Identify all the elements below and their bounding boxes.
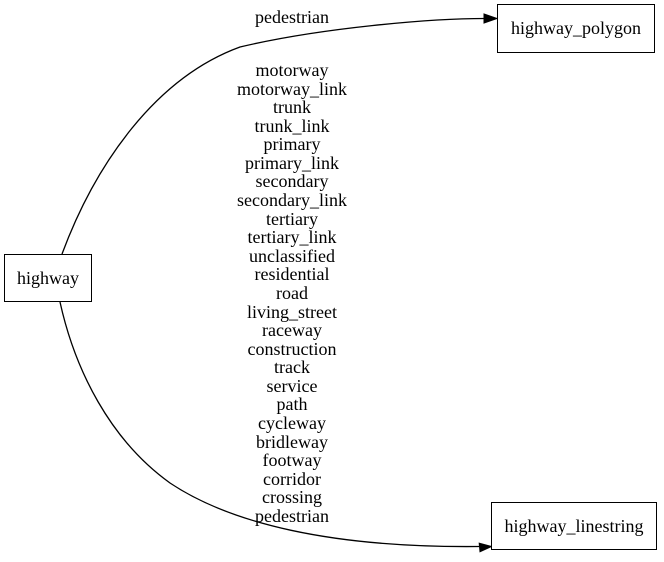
node-highway-linestring-label: highway_linestring	[504, 515, 644, 536]
arrowhead-polygon-edge-icon	[483, 13, 499, 24]
edge-label-highway-types: motorway motorway_link trunk trunk_link …	[237, 60, 347, 526]
node-highway: highway	[4, 254, 92, 302]
node-highway-label: highway	[17, 267, 79, 288]
edge-highway-to-linestring	[59, 301, 480, 548]
edge-highway-to-polygon	[61, 17, 486, 255]
node-highway-linestring: highway_linestring	[491, 502, 657, 550]
node-highway-polygon-label: highway_polygon	[511, 18, 641, 38]
node-highway-polygon: highway_polygon	[497, 4, 655, 53]
edge-label-pedestrian: pedestrian	[255, 7, 329, 27]
arrowhead-linestring-edge-icon	[478, 542, 493, 553]
